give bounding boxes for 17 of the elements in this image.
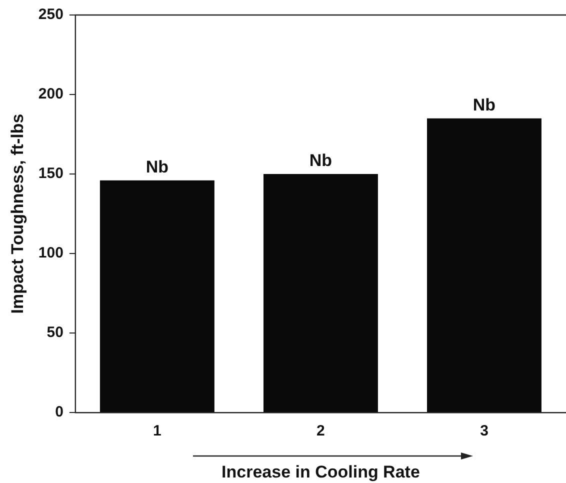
y-tick-label: 250 [38, 6, 64, 24]
y-tick-label: 50 [46, 324, 64, 342]
bar [427, 118, 542, 412]
x-tick-label: 1 [153, 422, 162, 440]
y-tick-label: 0 [55, 404, 64, 421]
x-tick-label: 3 [480, 422, 488, 440]
y-tick-label: 100 [38, 244, 64, 262]
y-tick-label: 150 [38, 165, 64, 182]
bar [100, 180, 214, 412]
annotation: Nb [472, 96, 496, 115]
bar [263, 174, 378, 412]
y-axis-title: Impact Toughness, ft-lbs [8, 114, 27, 314]
annotation: Nb [146, 158, 169, 177]
y-tick-label: 200 [38, 86, 64, 103]
x-axis-title: Increase in Cooling Rate [222, 462, 420, 482]
annotation: Nb [309, 151, 332, 170]
x-tick-label: 2 [316, 422, 325, 440]
